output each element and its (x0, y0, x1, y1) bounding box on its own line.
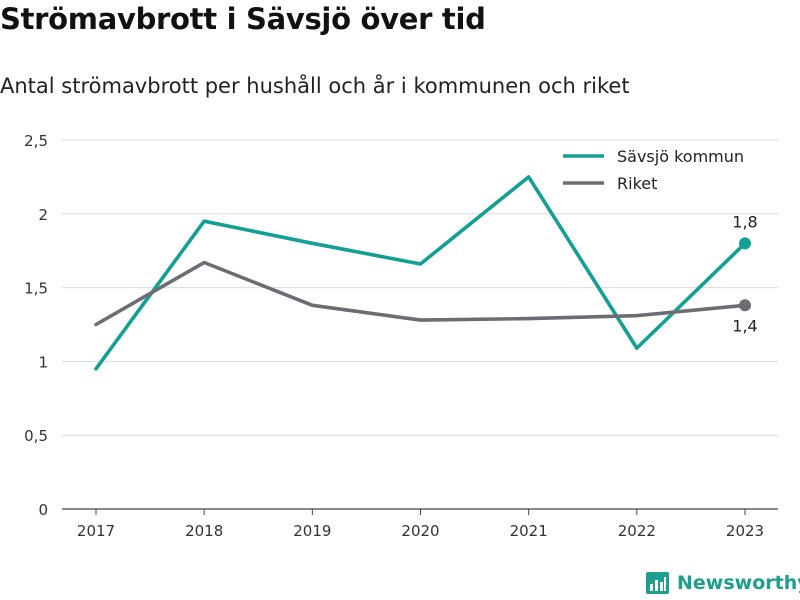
y-tick-label: 2,5 (24, 132, 48, 150)
y-tick-label: 2 (38, 206, 48, 224)
grid (62, 139, 778, 510)
chart-subtitle: Antal strömavbrott per hushåll och år i … (0, 74, 630, 98)
series: 1,8 1,4 (94, 175, 758, 371)
x-tick-label: 2018 (185, 522, 223, 540)
series-end-label: 1,4 (732, 316, 757, 335)
x-tick-label: 2022 (618, 522, 656, 540)
x-axis: 2017 2018 2019 2020 2021 2022 2023 (77, 509, 764, 540)
newsworthy-logo-icon (646, 572, 669, 594)
x-tick-label: 2017 (77, 522, 115, 540)
x-tick-label: 2020 (401, 522, 439, 540)
x-tick-label: 2023 (726, 522, 764, 540)
brand-logo: Newsworthy (645, 570, 800, 596)
y-axis: 0 0,5 1 1,5 2 2,5 (24, 132, 48, 519)
legend-label: Riket (617, 174, 657, 193)
legend: Sävsjö kommun Riket (563, 147, 744, 193)
series-end-point (739, 299, 751, 312)
y-tick-label: 0,5 (24, 427, 48, 445)
series-end-label: 1,8 (732, 212, 757, 231)
chart-title: Strömavbrott i Sävsjö över tid (0, 2, 486, 36)
x-tick-label: 2021 (510, 522, 548, 540)
brand-name: Newsworthy (677, 572, 800, 594)
series-line (94, 175, 747, 371)
legend-label: Sävsjö kommun (617, 147, 744, 166)
series-line (94, 260, 747, 327)
y-tick-label: 1,5 (24, 280, 48, 298)
y-tick-label: 0 (38, 501, 48, 519)
series-end-point (739, 237, 751, 250)
x-tick-label: 2019 (293, 522, 331, 540)
y-tick-label: 1 (38, 353, 48, 371)
